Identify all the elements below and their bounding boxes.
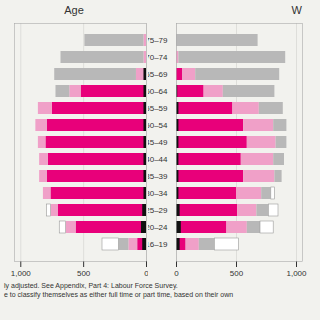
svg-text:45–49: 45–49 (148, 138, 168, 147)
svg-text:30–34: 30–34 (148, 189, 168, 198)
svg-text:55–59: 55–59 (148, 104, 168, 113)
svg-text:16–19: 16–19 (148, 240, 168, 249)
svg-text:40–44: 40–44 (148, 155, 168, 164)
html-text:ly adjusted. See Appendix, Par: ly adjusted. See Appendix, Part 4: Labou… (4, 282, 178, 289)
svg-text:0: 0 (144, 269, 148, 278)
svg-text:60–64: 60–64 (148, 87, 168, 96)
svg-text:25–29: 25–29 (148, 206, 168, 215)
svg-text:75–79: 75–79 (148, 36, 168, 45)
svg-text:35–39: 35–39 (148, 172, 168, 181)
svg-text:500: 500 (230, 269, 244, 278)
html-text:e to classify themselves as ei: e to classify themselves as either full … (4, 291, 234, 298)
svg-text:20–24: 20–24 (148, 223, 168, 232)
svg-text:0: 0 (174, 269, 179, 278)
svg-text:500: 500 (77, 269, 91, 278)
html-text:Age: Age (64, 4, 84, 16)
svg-text:65–69: 65–69 (148, 70, 168, 79)
svg-text:1,000: 1,000 (11, 269, 32, 278)
svg-text:70–74: 70–74 (148, 53, 168, 62)
svg-text:1,000: 1,000 (286, 269, 307, 278)
html-text:W: W (291, 4, 302, 16)
svg-text:50–54: 50–54 (148, 121, 168, 130)
